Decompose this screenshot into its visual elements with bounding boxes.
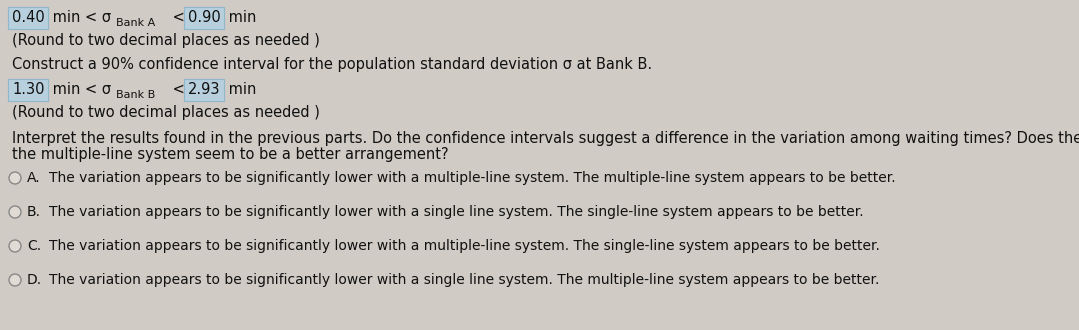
Text: The variation appears to be significantly lower with a multiple-line system. The: The variation appears to be significantl… bbox=[49, 239, 879, 253]
Text: 0.40: 0.40 bbox=[12, 11, 44, 25]
Text: min < σ: min < σ bbox=[47, 11, 111, 25]
Text: Bank B: Bank B bbox=[117, 90, 155, 100]
Text: Construct a 90% confidence interval for the population standard deviation σ at B: Construct a 90% confidence interval for … bbox=[12, 57, 652, 73]
Text: 1.30: 1.30 bbox=[12, 82, 44, 97]
Text: min: min bbox=[224, 82, 257, 97]
Text: min < σ: min < σ bbox=[47, 82, 111, 97]
Text: (Round to two decimal places as needed ): (Round to two decimal places as needed ) bbox=[12, 32, 319, 48]
Text: The variation appears to be significantly lower with a single line system. The m: The variation appears to be significantl… bbox=[49, 273, 879, 287]
Text: The variation appears to be significantly lower with a multiple-line system. The: The variation appears to be significantl… bbox=[49, 171, 896, 185]
Text: min: min bbox=[224, 11, 257, 25]
Text: <: < bbox=[168, 11, 190, 25]
Text: A.: A. bbox=[27, 171, 41, 185]
Text: 2.93: 2.93 bbox=[188, 82, 220, 97]
Text: <: < bbox=[168, 82, 190, 97]
Text: C.: C. bbox=[27, 239, 41, 253]
Text: The variation appears to be significantly lower with a single line system. The s: The variation appears to be significantl… bbox=[49, 205, 863, 219]
Circle shape bbox=[9, 240, 21, 252]
Text: the multiple-line system seem to be a better arrangement?: the multiple-line system seem to be a be… bbox=[12, 147, 449, 161]
Text: Interpret the results found in the previous parts. Do the confidence intervals s: Interpret the results found in the previ… bbox=[12, 130, 1079, 146]
Circle shape bbox=[9, 172, 21, 184]
Text: 0.90: 0.90 bbox=[188, 11, 221, 25]
Circle shape bbox=[9, 206, 21, 218]
Text: Bank A: Bank A bbox=[117, 18, 155, 28]
Text: D.: D. bbox=[27, 273, 42, 287]
Circle shape bbox=[9, 274, 21, 286]
Text: B.: B. bbox=[27, 205, 41, 219]
Text: (Round to two decimal places as needed ): (Round to two decimal places as needed ) bbox=[12, 105, 319, 119]
